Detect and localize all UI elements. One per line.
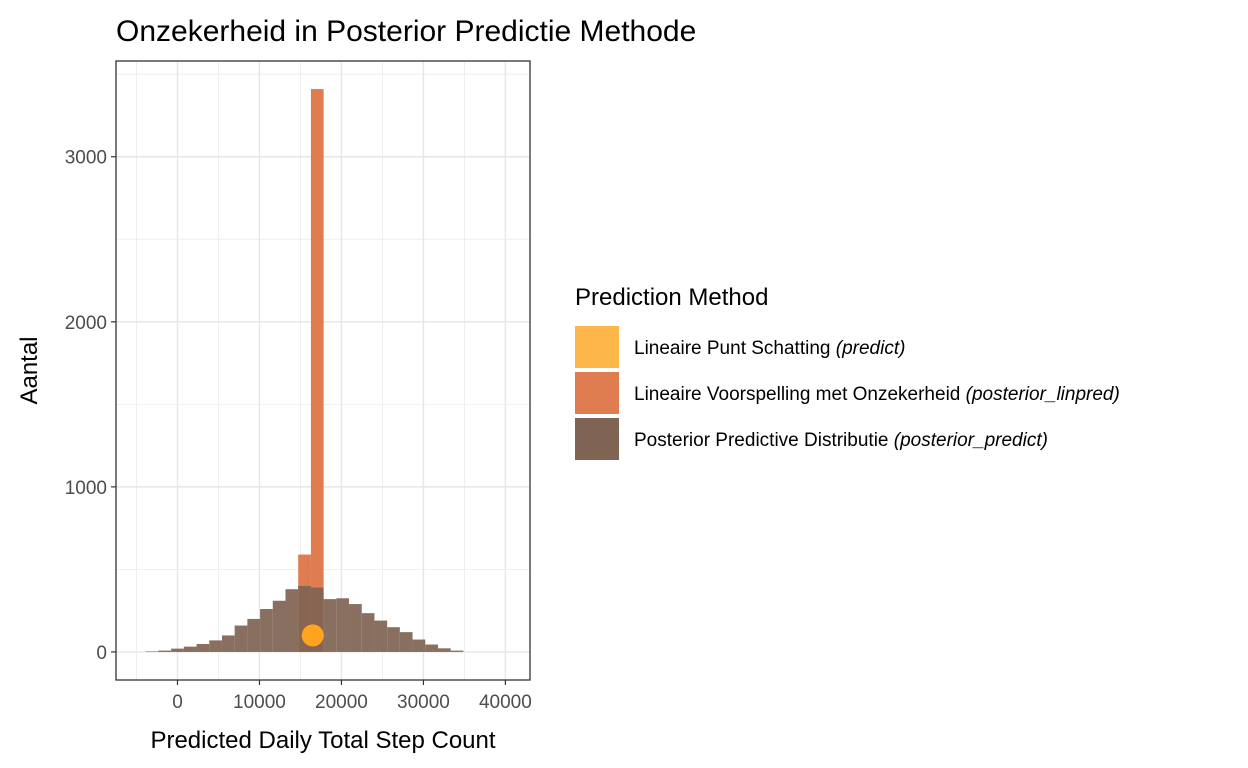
predict-distribution-bar [437, 648, 451, 652]
x-tick-label: 30000 [397, 692, 450, 713]
predict-distribution-bar [399, 632, 413, 652]
legend-entry-label: Lineaire Punt Schatting (predict) [634, 338, 905, 359]
predict-distribution-bar [425, 644, 438, 652]
point-estimate-marker [301, 624, 324, 647]
predict-distribution-bar [272, 600, 286, 652]
legend: Prediction Method Lineaire Punt Schattin… [575, 284, 1120, 460]
predict-distribution-bar [158, 650, 172, 652]
x-axis-title: Predicted Daily Total Step Count [150, 727, 495, 754]
predict-distribution-bar [221, 635, 235, 652]
predict-distribution-bar [450, 650, 464, 652]
predict-distribution-bar [209, 640, 222, 652]
predict-distribution-bar [285, 589, 299, 652]
y-axis-title: Aantal [16, 336, 43, 404]
legend-swatch [575, 372, 619, 414]
x-tick-label: 20000 [315, 692, 368, 713]
predict-distribution-bar [145, 651, 159, 652]
y-tick-label: 0 [96, 643, 107, 664]
axis-ticks: 0 10000 20000 30000 40000 0 1000 2000 3000 [65, 148, 532, 713]
chart-title: Onzekerheid in Posterior Predictie Metho… [116, 15, 696, 48]
predict-distribution-bar [336, 598, 350, 652]
predict-distribution-bar [196, 644, 210, 652]
predict-distribution-bar [183, 646, 197, 652]
predict-distribution-bar [234, 625, 248, 652]
legend-title: Prediction Method [575, 284, 768, 311]
legend-entry-label: Lineaire Voorspelling met Onzekerheid (p… [634, 384, 1120, 405]
x-tick-label: 0 [172, 692, 183, 713]
legend-swatch [575, 326, 619, 368]
point-estimates [301, 624, 324, 647]
predict-distribution-bar [323, 599, 337, 652]
y-tick-label: 2000 [65, 313, 107, 334]
panel-border [115, 60, 531, 681]
y-tick-label: 3000 [65, 148, 107, 169]
legend-swatch [575, 418, 619, 460]
x-tick-label: 10000 [233, 692, 286, 713]
predict-distribution-bar [171, 648, 184, 652]
predict-distribution-bar [374, 620, 388, 652]
x-tick-label: 40000 [479, 692, 532, 713]
predict-distribution-bar [260, 609, 273, 652]
predict-distribution-bar [361, 613, 375, 652]
predict-distribution-bar [412, 639, 426, 652]
linpred-bar [310, 89, 324, 652]
y-tick-label: 1000 [65, 478, 107, 499]
predict-distribution-bar [247, 618, 261, 652]
legend-entry-label: Posterior Predictive Distributie (poster… [634, 430, 1048, 451]
predict-distribution-bar [387, 627, 400, 652]
predict-distribution-bar [349, 604, 362, 652]
